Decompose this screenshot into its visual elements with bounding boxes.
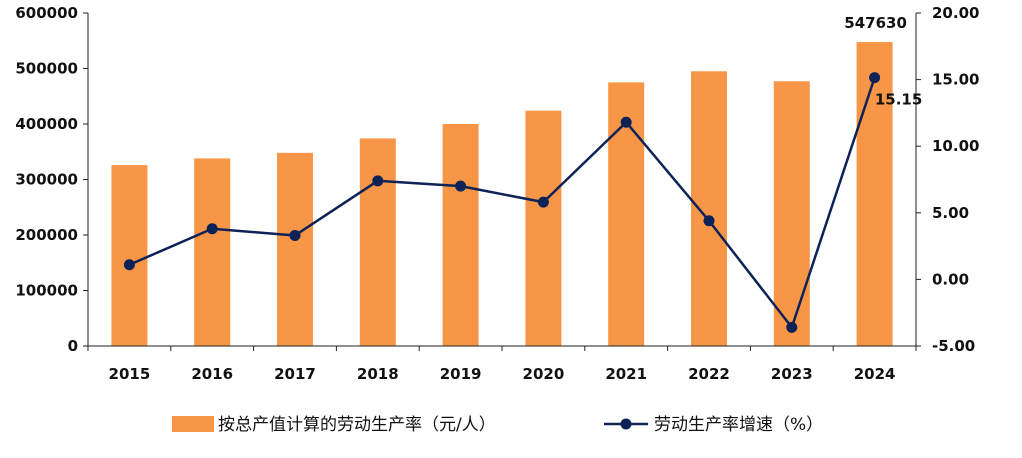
legend-swatch-marker (620, 418, 632, 430)
y-left-tick-label: 500000 (15, 60, 78, 78)
bar-2017 (277, 152, 313, 346)
legend-label-line: 劳动生产率增速（%） (654, 415, 823, 435)
growth-point-2020 (537, 196, 549, 208)
legend-label-bar: 按总产值计算的劳动生产率（元/人） (218, 415, 496, 435)
x-tick-label: 2021 (605, 365, 647, 383)
bar-2016 (194, 158, 231, 346)
bar-2018 (359, 138, 396, 346)
axes: 0 100000 200000 300000 400000 500000 600000 -5.… (15, 4, 979, 383)
y-right-tick-label: 0.00 (932, 270, 969, 288)
growth-line (128, 77, 876, 329)
x-tick-label: 2024 (854, 365, 896, 383)
line-series (123, 72, 881, 333)
legend: 按总产值计算的劳动生产率（元/人） 劳动生产率增速（%） (172, 415, 823, 435)
bar-2015 (111, 165, 148, 346)
bar-2023 (773, 81, 810, 346)
x-tick-label: 2022 (688, 365, 730, 383)
x-tick-label: 2016 (191, 365, 233, 383)
x-tick-label: 2017 (274, 365, 316, 383)
y-left-tick-label: 100000 (15, 282, 78, 300)
bar-2019 (442, 124, 479, 346)
bar-2022 (691, 71, 727, 347)
line-data-label-2024: 15.15 (875, 91, 922, 109)
growth-point-2016 (206, 223, 218, 235)
x-tick-label: 2023 (771, 365, 813, 383)
growth-point-2018 (372, 175, 384, 187)
growth-point-2023 (786, 321, 798, 333)
bar-data-label-2024: 547630 (844, 14, 907, 32)
data-labels: 547630 15.15 (844, 14, 922, 109)
y-right-tick-label: 10.00 (932, 137, 979, 155)
x-tick-label: 2020 (523, 365, 565, 383)
bar-series (111, 42, 893, 347)
y-left-tick-label: 200000 (15, 226, 78, 244)
growth-point-2019 (455, 180, 467, 192)
y-left-tick-label: 400000 (15, 115, 78, 133)
y-right-tick-label: 20.00 (932, 4, 979, 22)
x-tick-label: 2018 (357, 365, 399, 383)
legend-swatch-bar (172, 416, 214, 432)
y-left-tick-label: 300000 (15, 171, 78, 189)
bar-2024 (856, 42, 893, 347)
bar-2020 (525, 110, 562, 347)
y-right-tick-label: 5.00 (932, 204, 969, 222)
y-left-tick-label: 0 (68, 337, 78, 355)
growth-point-2022 (703, 215, 715, 227)
y-left-tick-label: 600000 (15, 4, 78, 22)
y-right-tick-label: -5.00 (932, 337, 975, 355)
x-tick-label: 2015 (109, 365, 151, 383)
x-tick-label: 2019 (440, 365, 482, 383)
growth-point-2015 (123, 259, 135, 271)
growth-point-2021 (620, 116, 632, 128)
growth-point-2024 (869, 72, 881, 84)
y-right-tick-label: 15.00 (932, 71, 979, 89)
growth-point-2017 (289, 229, 301, 241)
